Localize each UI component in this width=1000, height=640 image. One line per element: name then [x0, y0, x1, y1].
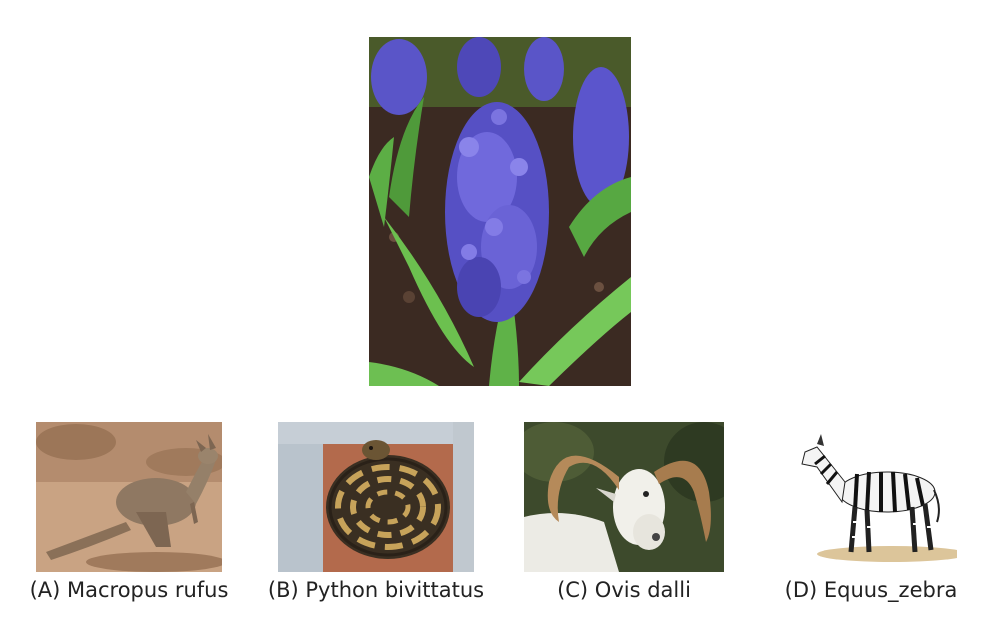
option-b[interactable]: (B) Python bivittatus: [251, 418, 501, 618]
option-d-caption: (D) Equus_zebra: [784, 578, 958, 602]
option-c[interactable]: (C) Ovis dalli: [499, 418, 749, 618]
zebra-illustration: [787, 422, 957, 572]
option-b-caption: (B) Python bivittatus: [267, 578, 485, 602]
kangaroo-photo: [36, 422, 222, 572]
option-c-caption: (C) Ovis dalli: [557, 578, 691, 602]
ram-photo: [524, 422, 724, 572]
hyacinth-photo: [369, 37, 631, 386]
python-photo: [278, 422, 474, 572]
option-d[interactable]: (D) Equus_zebra: [746, 418, 996, 618]
option-a[interactable]: (A) Macropus rufus: [4, 418, 254, 618]
option-a-caption: (A) Macropus rufus: [29, 578, 229, 602]
